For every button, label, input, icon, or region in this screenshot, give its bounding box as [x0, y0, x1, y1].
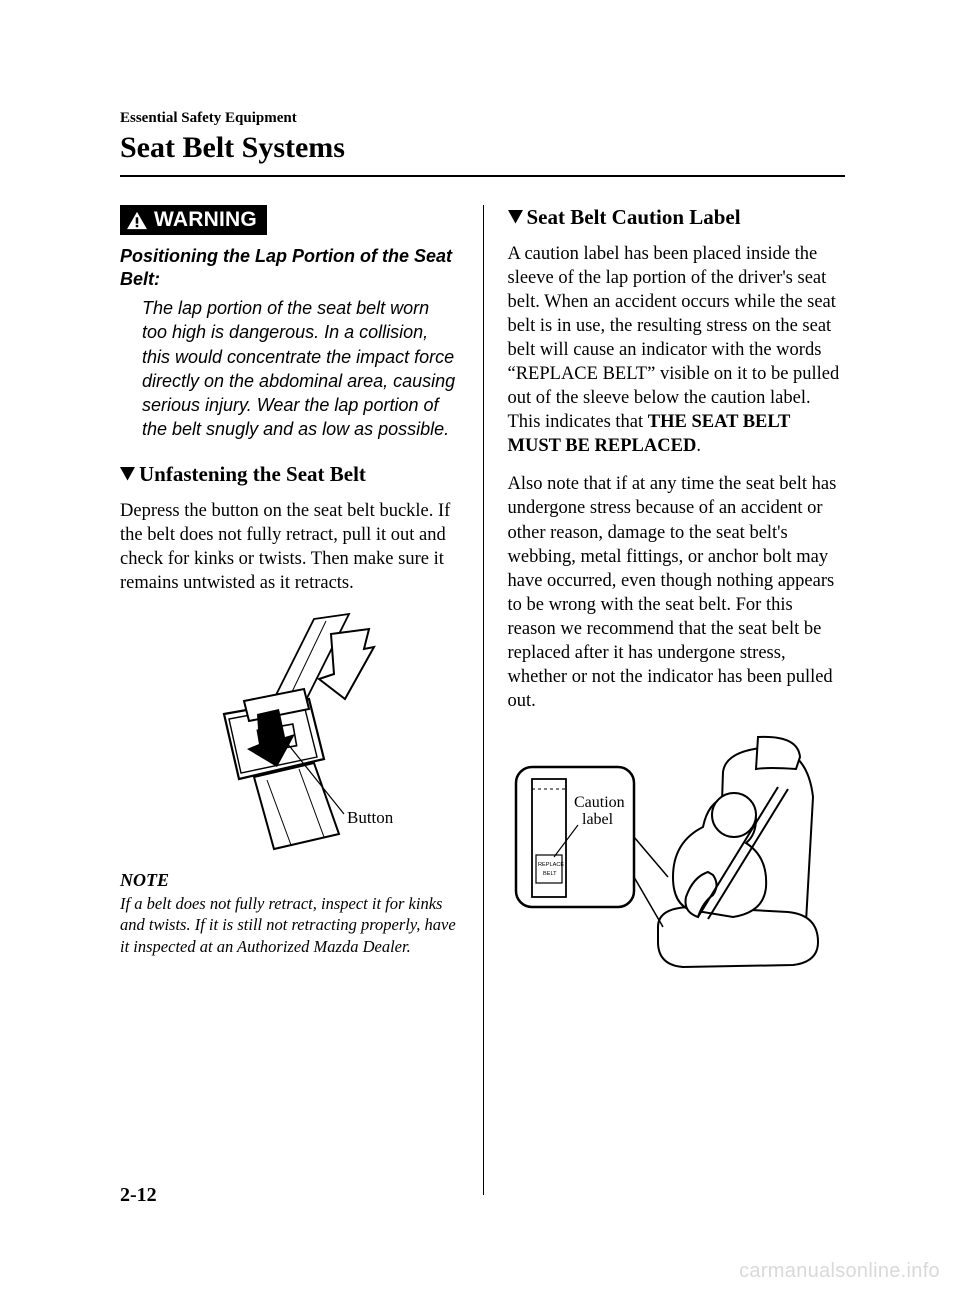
left-column: WARNING Positioning the Lap Portion of t… [120, 205, 483, 1195]
note-heading: NOTE [120, 870, 459, 891]
replace-badge-line1: REPLACE [538, 862, 564, 868]
subheading-unfastening-text: Unfastening the Seat Belt [139, 462, 366, 487]
caution-label-figure: REPLACE BELT Caution label [508, 727, 846, 987]
note-body: If a belt does not fully retract, inspec… [120, 893, 459, 957]
page-content: Essential Safety Equipment Seat Belt Sys… [0, 0, 960, 1255]
subheading-unfastening: Unfastening the Seat Belt [120, 462, 459, 487]
warning-body: The lap portion of the seat belt worn to… [120, 296, 459, 442]
warning-badge: WARNING [120, 205, 267, 235]
watermark: carmanualsonline.info [739, 1260, 940, 1283]
warning-title: Positioning the Lap Portion of the Seat … [120, 245, 459, 290]
two-column-layout: WARNING Positioning the Lap Portion of t… [120, 205, 845, 1195]
chapter-label: Essential Safety Equipment [120, 110, 845, 127]
right-column: Seat Belt Caution Label A caution label … [483, 205, 846, 1195]
header-rule [120, 175, 845, 177]
fig-label-word: label [582, 811, 614, 828]
fig-caution-word: Caution [574, 794, 625, 811]
replace-badge-line2: BELT [543, 871, 557, 877]
warning-badge-text: WARNING [154, 208, 257, 232]
caution-para-2: Also note that if at any time the seat b… [508, 472, 846, 712]
down-triangle-icon [508, 210, 523, 225]
down-triangle-icon [120, 467, 135, 482]
subheading-cautionlabel-text: Seat Belt Caution Label [527, 205, 741, 230]
page-number: 2-12 [120, 1184, 157, 1207]
subheading-cautionlabel: Seat Belt Caution Label [508, 205, 846, 230]
unfastening-body: Depress the button on the seat belt buck… [120, 499, 459, 595]
section-title: Seat Belt Systems [120, 131, 845, 165]
figure-button-label: Button [347, 808, 394, 827]
caution-para-1: A caution label has been placed inside t… [508, 242, 846, 458]
buckle-figure: Button [120, 609, 459, 854]
warning-triangle-icon [126, 211, 148, 230]
